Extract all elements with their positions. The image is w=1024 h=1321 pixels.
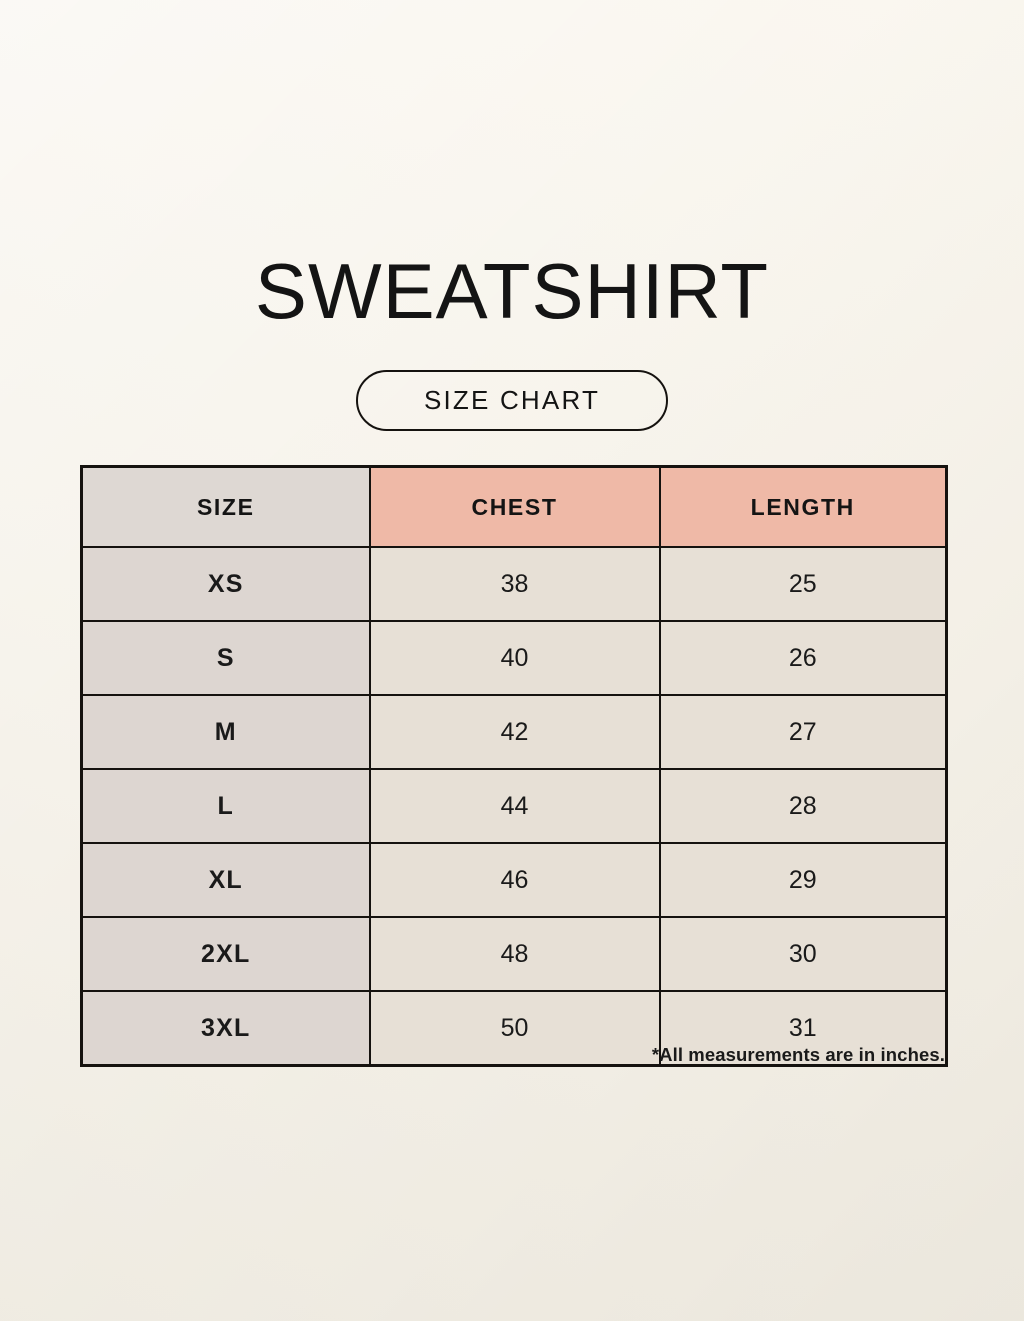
cell-size: 2XL (80, 916, 371, 992)
measurement-footnote: *All measurements are in inches. (651, 1044, 945, 1065)
cell-length: 29 (658, 842, 948, 918)
cell-chest: 44 (368, 768, 661, 844)
cell-size: XS (80, 546, 371, 622)
cell-length: 28 (658, 768, 948, 844)
table-row: XS 38 25 (80, 546, 948, 622)
cell-chest: 46 (368, 842, 661, 918)
cell-length: 26 (658, 620, 948, 696)
size-chart-badge: SIZE CHART (355, 370, 669, 431)
cell-size: S (80, 620, 371, 696)
cell-chest: 42 (368, 694, 661, 770)
table-header-row: SIZE CHEST LENGTH (80, 465, 948, 548)
column-header-length: LENGTH (658, 465, 948, 548)
column-header-chest: CHEST (368, 465, 661, 548)
table-row: L 44 28 (80, 768, 948, 844)
cell-length: 30 (658, 916, 948, 992)
cell-length: 25 (658, 546, 948, 622)
cell-chest: 40 (368, 620, 661, 696)
cell-size: L (80, 768, 371, 844)
table-row: M 42 27 (80, 694, 948, 770)
cell-size: M (80, 694, 371, 770)
badge-container: SIZE CHART (0, 370, 1024, 431)
page-title: SWEATSHIRT (254, 247, 770, 335)
cell-chest: 48 (368, 916, 661, 992)
table-header: SIZE CHEST LENGTH (80, 465, 948, 548)
table-row: S 40 26 (80, 620, 948, 696)
column-header-size: SIZE (80, 465, 371, 548)
size-table: SIZE CHEST LENGTH XS 38 25 S 40 26 M (80, 465, 948, 1067)
table-row: XL 46 29 (80, 842, 948, 918)
size-table-container: SIZE CHEST LENGTH XS 38 25 S 40 26 M (80, 465, 948, 1067)
cell-chest: 38 (368, 546, 661, 622)
table-body: XS 38 25 S 40 26 M 42 27 L 44 28 (80, 546, 948, 1067)
cell-size: XL (80, 842, 371, 918)
cell-length: 27 (658, 694, 948, 770)
table-row: 2XL 48 30 (80, 916, 948, 992)
